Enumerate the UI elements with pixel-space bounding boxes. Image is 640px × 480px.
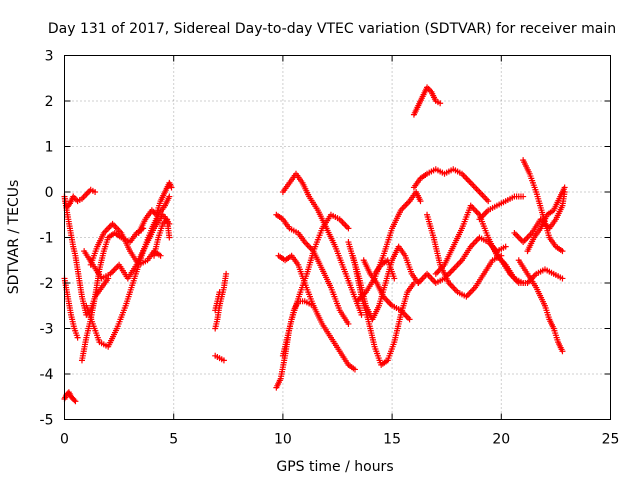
data-point: [351, 366, 358, 373]
data-point: [220, 357, 227, 364]
x-tick-label: 10: [274, 432, 292, 448]
x-tick-label: 20: [492, 432, 510, 448]
data-point: [520, 193, 527, 200]
data-point: [166, 193, 173, 200]
series-s04: [61, 275, 81, 341]
series-s11: [212, 270, 230, 332]
data-point: [310, 302, 317, 309]
data-point: [345, 320, 352, 327]
y-tick-label: 3: [45, 49, 54, 65]
series-s10: [151, 216, 173, 259]
x-tick-label: 25: [602, 432, 620, 448]
data-point: [406, 316, 413, 323]
y-tick-label: -2: [40, 276, 54, 292]
series-s24: [410, 84, 444, 118]
data-point: [166, 234, 173, 241]
data-point: [437, 100, 444, 107]
y-tick-label: -4: [40, 367, 54, 383]
series-s25: [410, 166, 492, 205]
y-axis-label: SDTVAR / TECUs: [6, 180, 22, 295]
series-s23: [371, 257, 398, 282]
data-point: [216, 289, 223, 296]
data-point: [168, 184, 175, 191]
x-tick-label: 0: [60, 432, 69, 448]
y-tick-label: 2: [45, 94, 54, 110]
data-point: [72, 398, 79, 405]
series-s18: [279, 170, 365, 318]
series-s09: [135, 179, 175, 236]
series-s34: [524, 184, 568, 255]
data-point: [559, 248, 566, 255]
x-tick-label: 15: [383, 432, 401, 448]
y-tick-label: -5: [40, 413, 54, 429]
y-tick-label: -3: [40, 322, 54, 338]
series-s31: [520, 157, 566, 255]
data-point: [157, 252, 164, 259]
data-point: [485, 198, 492, 205]
series-s29: [476, 193, 527, 223]
y-tick-label: 1: [45, 140, 54, 156]
data-point: [92, 189, 99, 195]
series-s33: [515, 257, 566, 355]
series-s32: [511, 189, 568, 246]
y-tick-label: 0: [45, 185, 54, 201]
series-s26: [424, 211, 505, 300]
data-point: [559, 275, 566, 282]
data-point: [358, 311, 365, 318]
series-s22: [360, 257, 413, 323]
grid: [64, 55, 611, 420]
data-point: [74, 334, 81, 341]
chart-title: Day 131 of 2017, Sidereal Day-to-day VTE…: [48, 21, 616, 37]
series-s13: [212, 352, 227, 364]
series-s17: [279, 211, 352, 359]
series-s14: [273, 211, 352, 327]
series-s15: [275, 252, 358, 373]
data-point: [391, 275, 398, 282]
data-point: [502, 243, 509, 250]
x-axis-label: GPS time / hours: [276, 459, 393, 475]
series-s30: [489, 243, 566, 286]
x-tick-label: 5: [169, 432, 178, 448]
data-points: [61, 84, 568, 405]
y-tick-label: -1: [40, 231, 54, 247]
marker-interp: [71, 397, 78, 404]
data-point: [559, 348, 566, 355]
data-point: [417, 198, 424, 205]
series-s12: [212, 289, 223, 314]
axis-ticks: 0 5 10 15 20 25 -5 -4 -3 -2 -1 0 1 2 3: [40, 49, 620, 448]
series-s28: [415, 234, 509, 286]
data-point: [345, 225, 352, 232]
data-point: [223, 270, 230, 277]
data-point: [561, 184, 568, 191]
